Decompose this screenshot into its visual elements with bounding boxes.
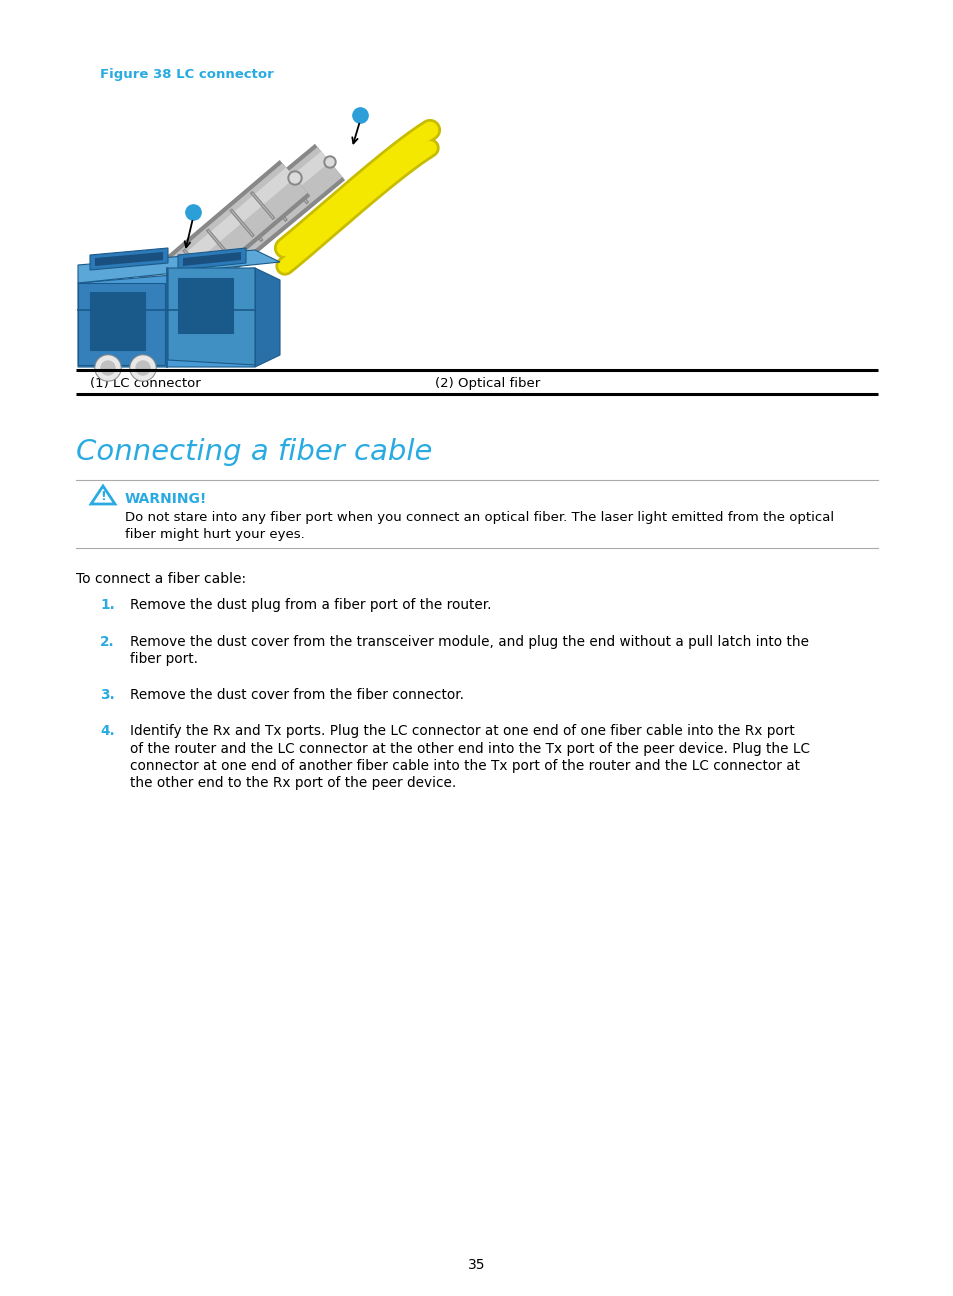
- Text: of the router and the LC connector at the other end into the Tx port of the peer: of the router and the LC connector at th…: [130, 741, 809, 756]
- Polygon shape: [78, 268, 254, 367]
- Text: WARNING!: WARNING!: [125, 492, 207, 505]
- Polygon shape: [78, 283, 165, 365]
- Circle shape: [131, 356, 154, 380]
- Text: Figure 38 LC connector: Figure 38 LC connector: [100, 67, 274, 80]
- Text: Do not stare into any fiber port when you connect an optical fiber. The laser li: Do not stare into any fiber port when yo…: [125, 511, 833, 524]
- Text: 35: 35: [468, 1258, 485, 1271]
- Text: fiber port.: fiber port.: [130, 652, 198, 666]
- Circle shape: [95, 355, 121, 381]
- Text: 1.: 1.: [100, 597, 114, 612]
- Polygon shape: [78, 250, 280, 283]
- Polygon shape: [95, 251, 163, 266]
- Text: fiber might hurt your eyes.: fiber might hurt your eyes.: [125, 527, 304, 540]
- Polygon shape: [90, 292, 145, 350]
- Text: Remove the dust cover from the transceiver module, and plug the end without a pu: Remove the dust cover from the transceiv…: [130, 635, 808, 649]
- Polygon shape: [254, 268, 280, 367]
- Circle shape: [324, 156, 335, 168]
- Circle shape: [288, 171, 302, 185]
- Circle shape: [101, 362, 115, 375]
- Circle shape: [130, 355, 156, 381]
- Text: Remove the dust cover from the fiber connector.: Remove the dust cover from the fiber con…: [130, 688, 463, 702]
- Text: 2.: 2.: [100, 635, 114, 649]
- Text: 4.: 4.: [100, 724, 114, 737]
- Text: Remove the dust plug from a fiber port of the router.: Remove the dust plug from a fiber port o…: [130, 597, 491, 612]
- Polygon shape: [183, 251, 241, 266]
- Text: Connecting a fiber cable: Connecting a fiber cable: [76, 438, 432, 467]
- Text: 3.: 3.: [100, 688, 114, 702]
- Polygon shape: [178, 279, 233, 333]
- Polygon shape: [91, 486, 115, 504]
- Text: To connect a fiber cable:: To connect a fiber cable:: [76, 572, 246, 586]
- Circle shape: [96, 356, 120, 380]
- Polygon shape: [178, 248, 246, 270]
- Circle shape: [136, 362, 150, 375]
- Polygon shape: [168, 268, 254, 365]
- Text: (1) LC connector: (1) LC connector: [90, 377, 200, 390]
- Text: (2) Optical fiber: (2) Optical fiber: [435, 377, 539, 390]
- Text: !: !: [100, 490, 106, 504]
- Text: the other end to the Rx port of the peer device.: the other end to the Rx port of the peer…: [130, 776, 456, 791]
- Text: Identify the Rx and Tx ports. Plug the LC connector at one end of one fiber cabl: Identify the Rx and Tx ports. Plug the L…: [130, 724, 794, 737]
- Polygon shape: [90, 248, 168, 270]
- Circle shape: [326, 158, 334, 166]
- Circle shape: [290, 172, 299, 183]
- Text: connector at one end of another fiber cable into the Tx port of the router and t: connector at one end of another fiber ca…: [130, 759, 800, 772]
